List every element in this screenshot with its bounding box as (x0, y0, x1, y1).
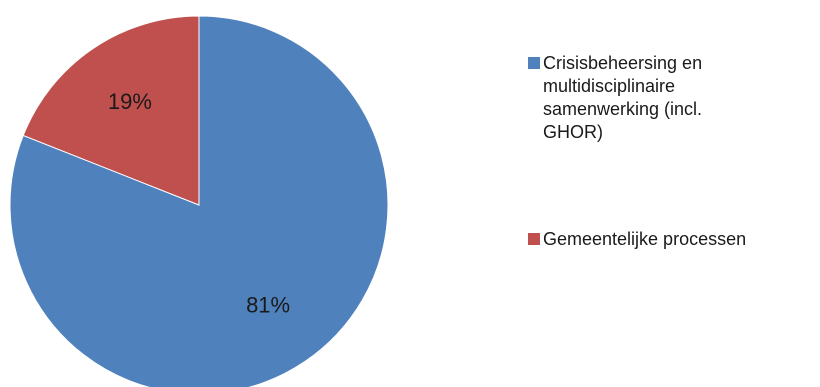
legend: Crisisbeheersing en multidisciplinaire sam… (528, 53, 746, 249)
legend-swatch (528, 57, 540, 69)
data-label-gemeentelijke-processen: 19% (108, 89, 152, 114)
legend-label-line: samenwerking (incl. (543, 99, 702, 119)
legend-label-line: Crisisbeheersing en (543, 53, 702, 73)
legend-item-crisisbeheersing: Crisisbeheersing en multidisciplinaire sam… (528, 53, 702, 142)
legend-label-line: multidisciplinaire (543, 76, 675, 96)
legend-item-gemeentelijke-processen: Gemeentelijke processen (528, 229, 746, 249)
legend-label-line: GHOR) (543, 122, 603, 142)
legend-swatch (528, 233, 540, 245)
pie-data-labels: 81% 19% (108, 89, 290, 317)
legend-label-line: Gemeentelijke processen (543, 229, 746, 249)
data-label-crisisbeheersing: 81% (246, 292, 290, 317)
pie-slices (9, 15, 389, 387)
slice-gemeentelijke-processen (22, 15, 200, 206)
